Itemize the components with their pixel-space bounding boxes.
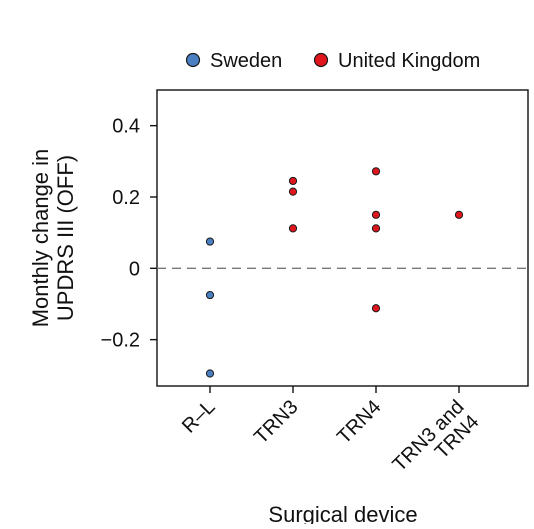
legend-label: Sweden <box>210 50 282 72</box>
legend-marker <box>313 52 329 68</box>
data-point-united-kingdom <box>288 224 298 233</box>
data-point-united-kingdom <box>371 210 381 219</box>
data-point-united-kingdom <box>288 187 298 196</box>
data-point-united-kingdom <box>371 224 381 233</box>
x-axis-title: Surgical device <box>268 502 417 524</box>
legend: Sweden United Kingdom <box>185 50 480 72</box>
x-tick-label: TRN4 <box>333 396 385 448</box>
data-points <box>205 167 464 378</box>
y-axis: 0.4 0.2 0 −0.2 <box>101 116 157 352</box>
data-point-sweden <box>205 237 215 246</box>
y-tick-label: −0.2 <box>101 330 140 352</box>
data-point-united-kingdom <box>371 167 381 176</box>
legend-marker <box>185 52 201 68</box>
data-point-united-kingdom <box>371 304 381 313</box>
data-point-sweden <box>205 369 215 378</box>
y-axis-title-text: Monthly change inUPDRS III (OFF) <box>28 149 78 328</box>
y-tick-label: 0 <box>129 258 140 280</box>
y-axis-title-line: UPDRS III (OFF) <box>53 155 78 321</box>
y-tick-label: 0.4 <box>112 116 140 138</box>
y-axis-title-line: Monthly change in <box>28 149 53 328</box>
y-tick-label: 0.2 <box>112 187 140 209</box>
x-tick-label: R–L <box>178 396 220 438</box>
y-axis-title: Monthly change inUPDRS III (OFF) <box>28 149 78 328</box>
data-point-sweden <box>205 290 215 300</box>
data-point-united-kingdom <box>454 210 464 219</box>
plot-area-frame <box>156 89 529 387</box>
legend-label: United Kingdom <box>338 50 480 72</box>
x-tick-label: TRN3 andTRN4 <box>389 396 484 491</box>
x-tick-label: TRN3 <box>250 396 302 448</box>
x-axis: R–L TRN3 TRN4 TRN3 andTRN4 <box>178 386 484 491</box>
data-point-united-kingdom <box>288 176 298 186</box>
